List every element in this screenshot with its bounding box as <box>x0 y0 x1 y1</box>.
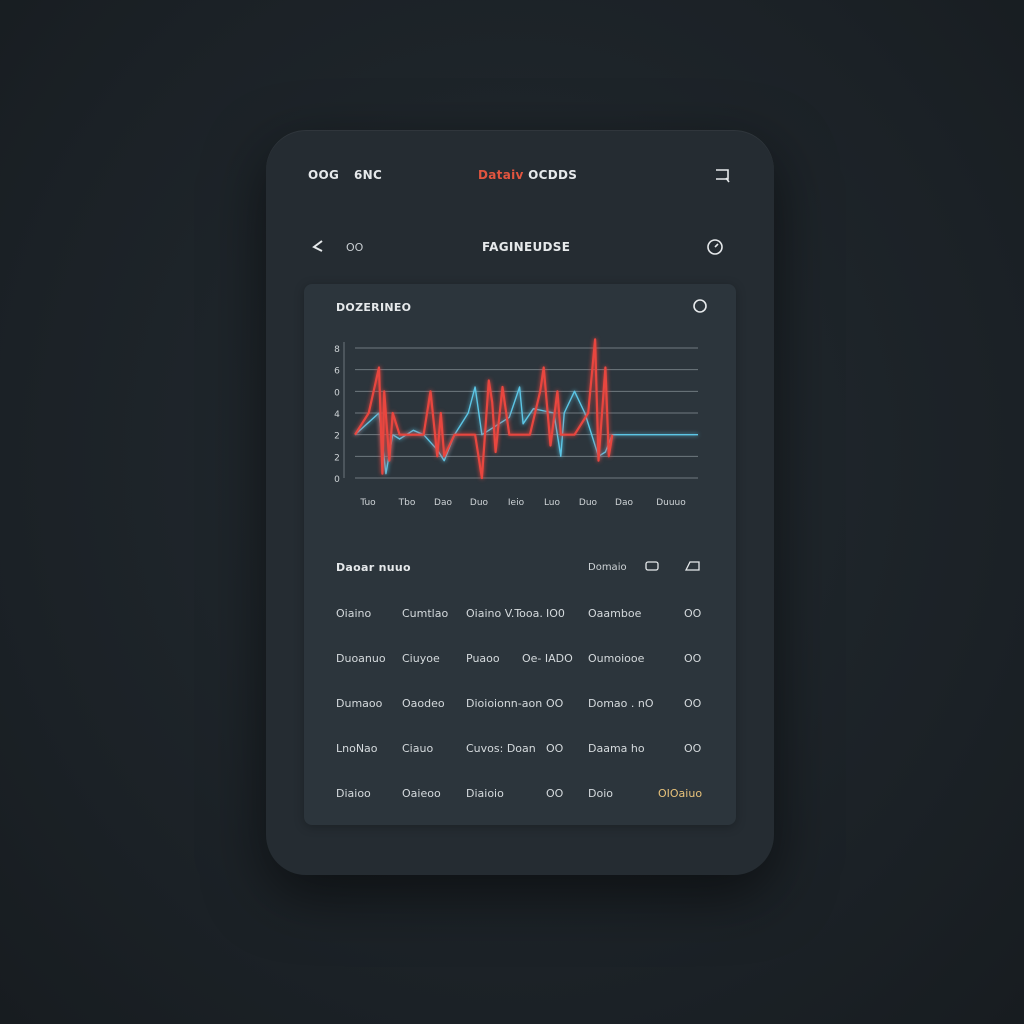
table-cell: Oiaino V.Tooa. <box>466 607 543 620</box>
table-cell: Dioioionn-aon <box>466 697 543 710</box>
app-title: Dataiv OCDDS <box>478 168 577 182</box>
table-row[interactable]: LnoNao Ciauo Cuvos: Doan OO Daama ho OO <box>304 742 736 762</box>
device-frame: OOG 6NC Dataiv OCDDS OO FAGINEUDSE DOZER… <box>266 130 774 875</box>
y-tick-label: 4 <box>334 410 340 420</box>
x-tick-label: Dao <box>434 498 452 508</box>
series-line <box>354 338 614 480</box>
table-cell: Dumaoo <box>336 697 383 710</box>
page-title: FAGINEUDSE <box>482 240 571 254</box>
table-cell: Oiaino <box>336 607 372 620</box>
table-cell: Doio <box>588 787 613 800</box>
y-tick-label: 8 <box>334 345 340 355</box>
status-text-left-2: 6NC <box>354 168 383 182</box>
table-cell: LnoNao <box>336 742 378 755</box>
tag-icon[interactable] <box>684 560 702 572</box>
table-cell: Oaieoo <box>402 787 441 800</box>
table-cell: OIOaiuo <box>658 787 703 800</box>
line-chart: 8 6 0 4 2 2 0 Tuo Tbo Dao Duo Ieio Luo Duo Dao Duuuo <box>334 338 698 508</box>
content-panel: DOZERINEO 8 6 0 4 2 2 0 Tuo Tbo Dao Duo Ieio Luo Duo D… <box>304 284 736 825</box>
x-tick-label: Ieio <box>508 498 525 508</box>
y-tick-label: 2 <box>334 453 340 463</box>
table-cell: OO <box>684 697 702 710</box>
x-tick-label: Luo <box>544 498 561 508</box>
x-tick-label: Duo <box>579 498 598 508</box>
table-cell: Oaamboe <box>588 607 642 620</box>
table-cell: Ciuyoe <box>402 652 440 665</box>
table-cell: Diaioio <box>466 787 504 800</box>
table-row[interactable]: Dumaoo Oaodeo Dioioionn-aon OO Domao . nO OO <box>304 697 736 717</box>
app-title-accent: Dataiv <box>478 168 524 182</box>
table-cell: Cuvos: Doan <box>466 742 536 755</box>
table-header-right[interactable]: Domaio <box>588 562 627 573</box>
app-title-rest: OCDDS <box>528 168 578 182</box>
table-cell: Diaioo <box>336 787 371 800</box>
chart-title: DOZERINEO <box>336 301 412 314</box>
table-title: Daoar nuuo <box>336 561 411 574</box>
x-tick-label: Dao <box>615 498 633 508</box>
clock-icon[interactable] <box>706 238 724 256</box>
x-tick-label: Duuuo <box>656 498 686 508</box>
search-icon[interactable] <box>692 298 708 314</box>
y-tick-label: 2 <box>334 432 340 442</box>
table-cell: OO <box>684 742 702 755</box>
table-row[interactable]: Duoanuo Ciuyoe Puaoo Oe- IADO Oumoiooe OO <box>304 652 736 672</box>
table-row[interactable]: Oiaino Cumtlao Oiaino V.Tooa. IO0 Oaamboe OO <box>304 607 736 627</box>
series-line <box>354 386 698 475</box>
table-cell: Puaoo <box>466 652 500 665</box>
table-cell: Domao . nO <box>588 697 654 710</box>
table-cell: Daama ho <box>588 742 645 755</box>
x-tick-label: Tbo <box>398 498 416 508</box>
card-icon[interactable] <box>644 560 660 572</box>
table-cell: OO <box>546 787 564 800</box>
table-cell: Oumoiooe <box>588 652 645 665</box>
table-cell: Oaodeo <box>402 697 445 710</box>
table-cell: Duoanuo <box>336 652 386 665</box>
y-tick-label: 0 <box>334 475 340 485</box>
x-tick-label: Duo <box>470 498 489 508</box>
table-cell: OO <box>684 607 702 620</box>
table-cell: OO <box>546 697 564 710</box>
table-cell: IO0 <box>546 607 565 620</box>
status-text-left: OOG <box>308 168 340 182</box>
window-icon[interactable] <box>714 167 732 185</box>
table-cell: Oe- IADO <box>522 652 573 665</box>
y-tick-label: 0 <box>334 388 340 398</box>
back-icon[interactable] <box>311 239 329 255</box>
x-tick-label: Tuo <box>359 498 376 508</box>
table-cell: OO <box>684 652 702 665</box>
table-cell: OO <box>546 742 564 755</box>
table-row[interactable]: Diaioo Oaieoo Diaioio OO Doio OIOaiuo <box>304 787 736 807</box>
back-label[interactable]: OO <box>346 241 364 254</box>
y-tick-label: 6 <box>334 367 340 377</box>
table-cell: Cumtlao <box>402 607 449 620</box>
table-cell: Ciauo <box>402 742 434 755</box>
